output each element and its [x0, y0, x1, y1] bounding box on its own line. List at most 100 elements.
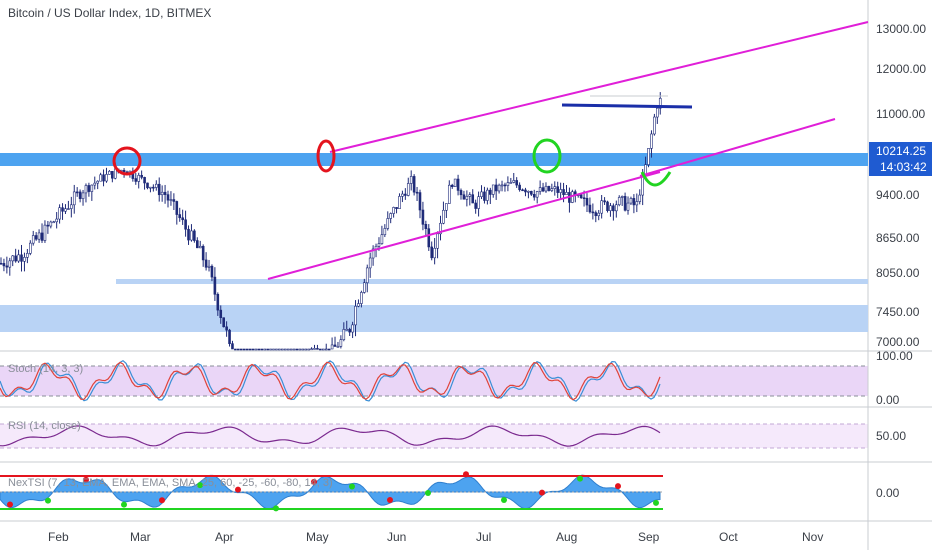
candle-body [348, 328, 351, 333]
candle-body [251, 348, 255, 351]
candle-body [20, 254, 23, 262]
time-label-feb: Feb [48, 530, 69, 544]
candle-body [503, 184, 507, 187]
candle-body [234, 348, 237, 351]
time-label-jul: Jul [476, 530, 491, 544]
stoch-d-line [0, 361, 661, 401]
time-label-oct: Oct [719, 530, 738, 544]
time-label-nov: Nov [802, 530, 823, 544]
candle-body [345, 328, 349, 331]
candle-body [459, 190, 463, 196]
candle-body [231, 343, 234, 350]
nextsi-buy-dot [425, 489, 431, 496]
price-tick-13000: 13000.00 [876, 22, 926, 36]
candle-body [40, 232, 44, 241]
candle-body [436, 233, 439, 249]
nextsi-legend[interactable]: NexTSI (7, 13, EMA, EMA, EMA, SMA, 25, 6… [8, 477, 333, 489]
candle-body [497, 184, 501, 192]
candle-body [34, 235, 38, 240]
price-tick-9400: 9400.00 [876, 188, 920, 202]
candle-body [342, 329, 346, 340]
candle-body [289, 348, 293, 351]
candle-body [579, 194, 583, 199]
time-label-apr: Apr [215, 530, 234, 544]
stoch-legend[interactable]: Stoch (14, 3, 3) [8, 363, 83, 375]
candle-body [360, 292, 363, 304]
candle-body [242, 348, 246, 351]
support-zone-lower[interactable] [0, 305, 868, 332]
candle-body [5, 265, 9, 268]
rsi-legend[interactable]: RSI (14, close) [8, 420, 81, 432]
candle-body [635, 201, 639, 206]
candle-body [263, 348, 267, 351]
candle-body [541, 187, 545, 192]
candle-body [383, 228, 387, 236]
nextsi-buy-dot [501, 497, 507, 504]
nextsi-buy-dot [653, 499, 659, 506]
candle-body [254, 348, 258, 351]
candle-body [143, 177, 146, 184]
nextsi-buy-dot [45, 497, 51, 504]
candle-body [8, 260, 12, 268]
candle-body [72, 191, 76, 206]
candle-body [316, 348, 319, 350]
candle-body [363, 282, 366, 293]
candle-body [17, 254, 20, 262]
candle-body [433, 247, 436, 259]
candle-body [283, 348, 287, 351]
channel-lower-trendline[interactable] [267, 171, 661, 280]
channel-extension-trendline[interactable] [639, 118, 836, 177]
candle-body [535, 191, 539, 198]
candle-body [594, 212, 598, 217]
support-zone[interactable] [0, 153, 868, 166]
candle-body [93, 182, 97, 186]
candle-body [207, 265, 211, 268]
candle-body [269, 348, 272, 351]
candle-body [67, 208, 70, 210]
candle-body [122, 169, 126, 173]
candle-body [351, 324, 354, 333]
price-tick-12000: 12000.00 [876, 62, 926, 76]
time-label-jun: Jun [387, 530, 406, 544]
bar-countdown: 14:03:42 [880, 160, 927, 174]
candle-body [64, 208, 67, 212]
candle-body [336, 346, 340, 348]
candle-body [181, 217, 184, 221]
candle-body [386, 218, 390, 229]
candle-body [609, 205, 612, 211]
candle-body [612, 205, 615, 212]
candle-body [617, 197, 621, 206]
candle-body [286, 348, 290, 351]
candle-body [257, 348, 261, 351]
candle-body [544, 185, 548, 192]
nextsi-sell-dot [539, 489, 545, 496]
nextsi-buy-dot [349, 483, 355, 490]
channel-upper-trendline[interactable] [329, 21, 869, 153]
candle-body [219, 309, 223, 319]
candle-body [278, 348, 281, 351]
candle-body [201, 245, 205, 261]
candle-body [105, 174, 108, 182]
price-tick-11000: 11000.00 [876, 107, 925, 121]
candle-body [61, 207, 64, 212]
candle-body [196, 240, 199, 249]
candle-body [465, 196, 469, 200]
rsi-tick-50: 50.00 [876, 429, 906, 443]
candle-body [339, 339, 343, 347]
candle-body [87, 185, 91, 192]
nextsi-buy-dot [121, 501, 127, 508]
green-marker-jul [532, 138, 562, 174]
candle-body [658, 98, 662, 109]
candle-body [398, 196, 401, 209]
candle-body [474, 202, 477, 209]
candle-body [550, 188, 554, 191]
candle-body [354, 305, 357, 326]
nextsi-buy-dot [273, 505, 279, 512]
last-price: 10214.25 [876, 144, 926, 158]
candle-body [392, 207, 395, 214]
resistance-line[interactable] [561, 103, 693, 109]
support-zone-thin[interactable] [116, 279, 868, 284]
green-marker-sep [640, 171, 672, 187]
